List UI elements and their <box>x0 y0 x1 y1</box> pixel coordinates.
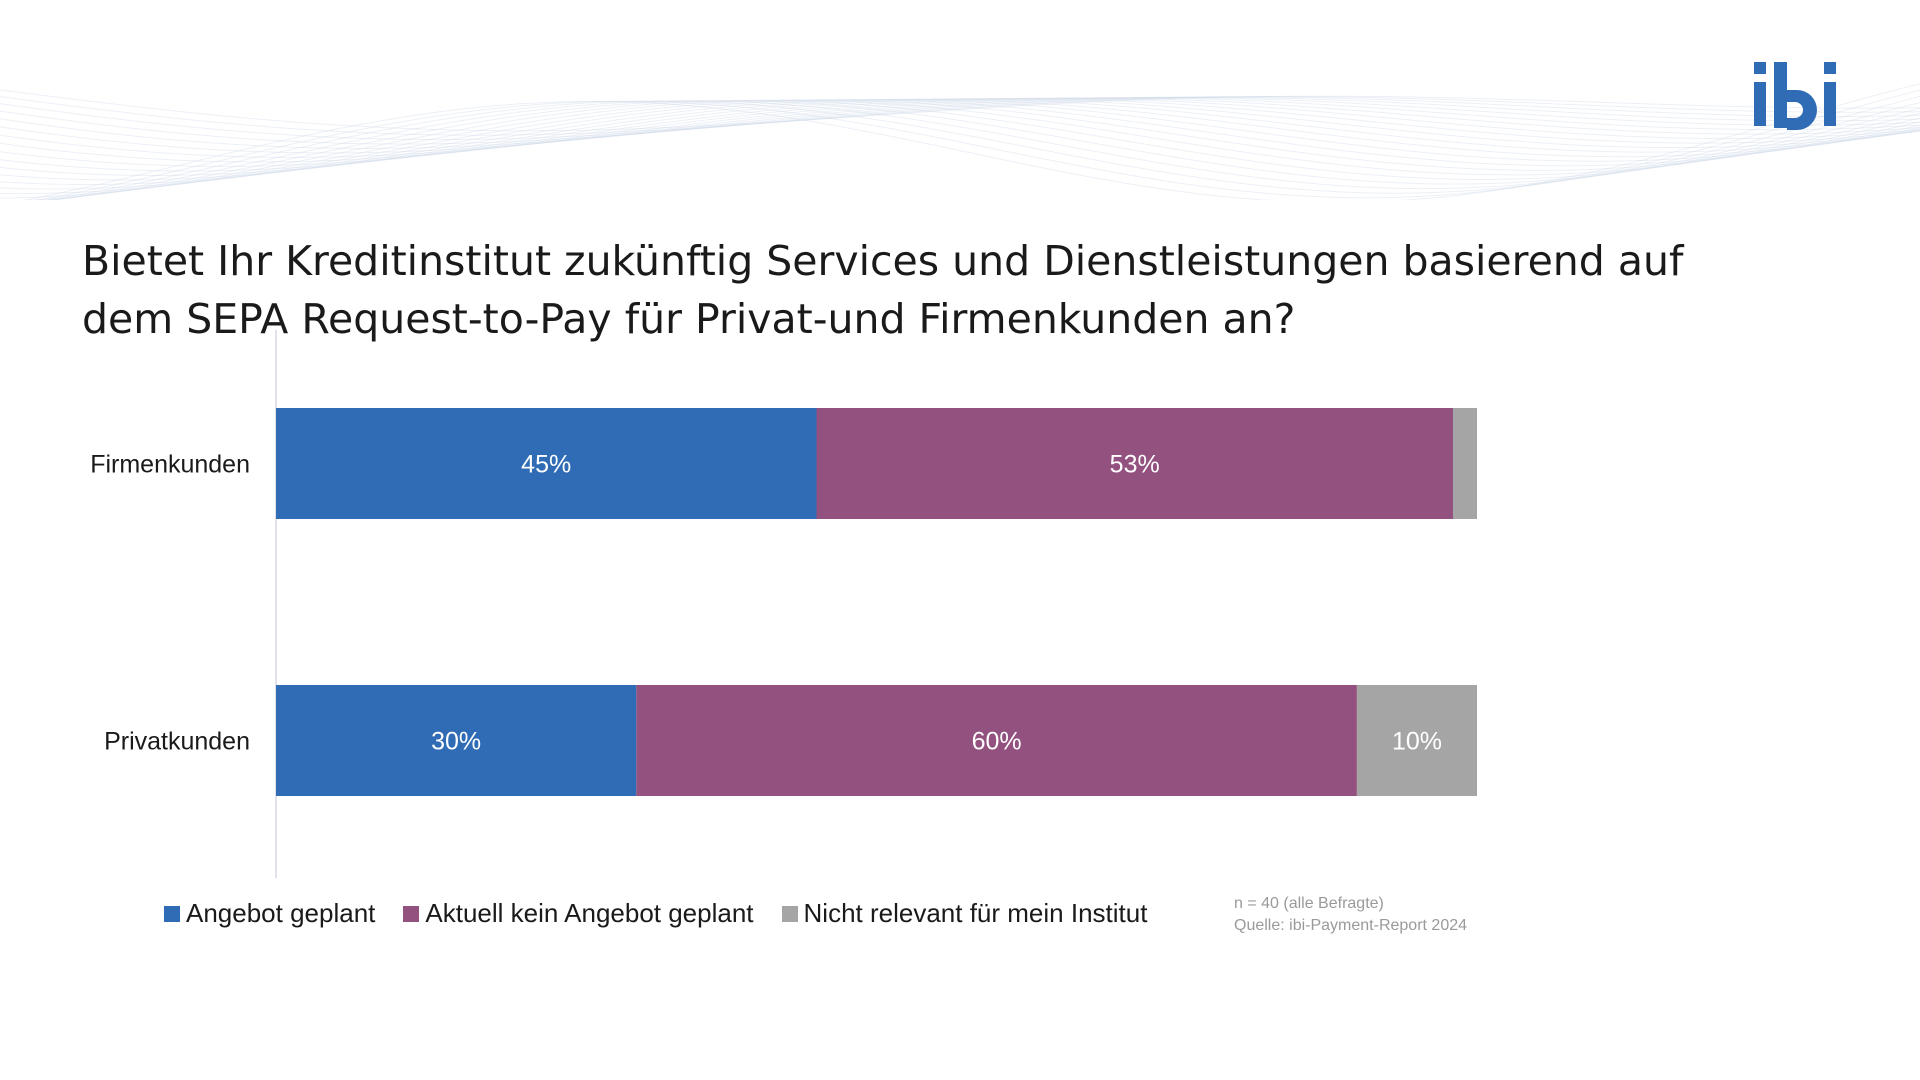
background-wave-line <box>0 97 1920 154</box>
legend-label-angebot-geplant: Angebot geplant <box>186 898 376 928</box>
background-wave-line <box>0 98 1920 167</box>
legend-swatch-nicht-relevant <box>781 905 798 922</box>
legend-swatch-kein-angebot <box>403 905 420 922</box>
legend-item-kein-angebot: Aktuell kein Angebot geplant <box>403 898 754 929</box>
bar-segment-firmenkunden-1 <box>816 408 1453 519</box>
bar-segment-privatkunden-0 <box>276 685 637 796</box>
data-label-privatkunden-1: 60% <box>972 728 1022 756</box>
legend-label-kein-angebot: Aktuell kein Angebot geplant <box>425 898 754 928</box>
legend-item-angebot-geplant: Angebot geplant <box>164 898 375 929</box>
chart-title: Bietet Ihr Kreditinstitut zukünftig Serv… <box>82 232 1782 348</box>
bar-segment-privatkunden-1 <box>636 685 1357 796</box>
background-wave-line <box>0 97 1920 163</box>
data-label-privatkunden-0: 30% <box>431 728 481 756</box>
chart-legend: Angebot geplant Aktuell kein Angebot gep… <box>164 898 1175 929</box>
legend-label-nicht-relevant: Nicht relevant für mein Institut <box>803 898 1148 928</box>
source-note: n = 40 (alle Befragte) Quelle: ibi-Payme… <box>1234 893 1467 937</box>
background-wave-line <box>0 89 1920 132</box>
data-label-privatkunden-2: 10% <box>1392 728 1442 756</box>
legend-item-nicht-relevant: Nicht relevant für mein Institut <box>781 898 1148 929</box>
background-wave-decoration <box>0 83 1920 200</box>
legend-swatch-angebot-geplant <box>164 905 180 922</box>
background-wave-line <box>0 96 1920 141</box>
background-wave-line <box>46 100 1920 200</box>
background-wave-line <box>0 96 1920 150</box>
background-wave-line <box>0 97 1920 158</box>
background-wave-line <box>49 100 1920 200</box>
chart-title-line-2: dem SEPA Request-to-Pay für Privat-und F… <box>82 295 1296 343</box>
background-wave-line <box>0 96 1920 145</box>
background-wave-line <box>0 98 1920 177</box>
background-wave-line <box>0 99 1920 190</box>
background-wave-line <box>0 98 1920 172</box>
background-wave-line <box>0 99 1920 195</box>
background-wave-line <box>0 99 1920 199</box>
data-label-firmenkunden-1: 53% <box>1110 451 1160 479</box>
background-wave-line <box>26 99 1920 200</box>
background-wave-line <box>0 98 1920 185</box>
background-wave-line <box>0 95 1920 136</box>
bar-segment-privatkunden-2 <box>1356 685 1477 796</box>
chart-title-line-1: Bietet Ihr Kreditinstitut zukünftig Serv… <box>82 237 1684 285</box>
category-label-firmenkunden: Firmenkunden <box>90 451 250 479</box>
bar-segment-firmenkunden-0 <box>276 408 817 519</box>
source-citation: Quelle: ibi-Payment-Report 2024 <box>1234 917 1468 934</box>
background-wave-line <box>44 95 1920 200</box>
background-wave-line <box>23 83 1920 200</box>
category-label-privatkunden: Privatkunden <box>104 728 250 756</box>
background-wave-line <box>0 98 1920 181</box>
bar-segment-firmenkunden-2 <box>1453 408 1477 519</box>
background-wave-line <box>35 89 1920 200</box>
ibi-logo <box>1754 62 1836 130</box>
data-label-firmenkunden-0: 45% <box>521 451 571 479</box>
sample-size-note: n = 40 (alle Befragte) <box>1234 895 1384 912</box>
